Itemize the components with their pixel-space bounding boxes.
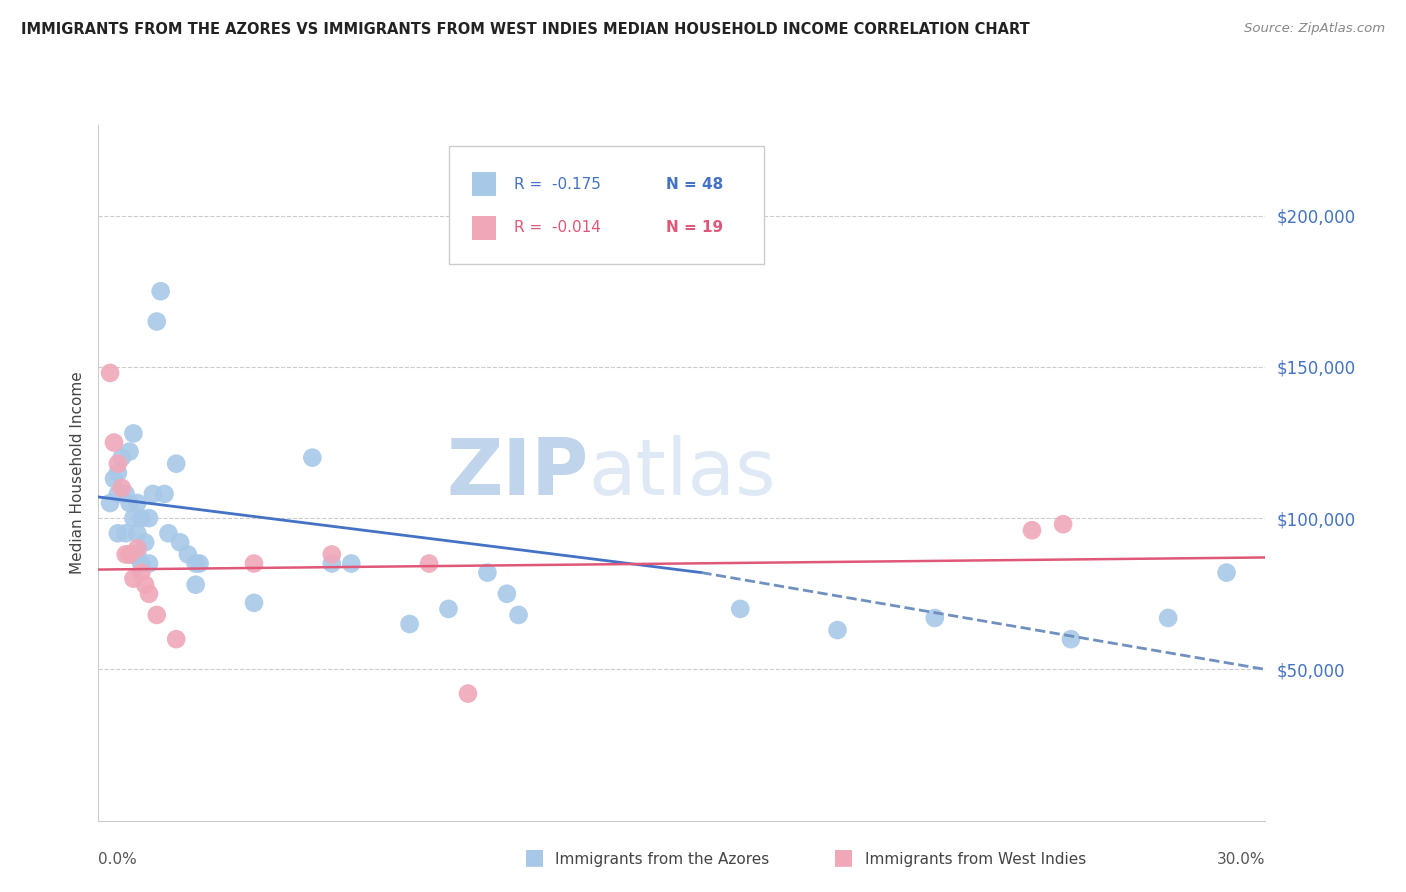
Point [477, 566, 499, 580]
Point [114, 548, 136, 562]
FancyBboxPatch shape [449, 145, 763, 264]
Text: R =  -0.175: R = -0.175 [513, 177, 600, 192]
Point [398, 617, 420, 632]
Point [134, 577, 156, 591]
Text: R =  -0.014: R = -0.014 [513, 220, 600, 235]
Point [122, 572, 145, 586]
Point [177, 548, 200, 562]
FancyBboxPatch shape [472, 216, 496, 240]
Point [142, 487, 165, 501]
Point [149, 285, 172, 299]
Point [98, 496, 121, 510]
Text: 0.0%: 0.0% [98, 852, 138, 867]
Point [111, 450, 134, 465]
Point [1021, 523, 1043, 537]
Point [321, 557, 343, 571]
Point [118, 496, 141, 510]
Point [418, 557, 440, 571]
Point [114, 487, 136, 501]
Text: IMMIGRANTS FROM THE AZORES VS IMMIGRANTS FROM WEST INDIES MEDIAN HOUSEHOLD INCOM: IMMIGRANTS FROM THE AZORES VS IMMIGRANTS… [21, 22, 1029, 37]
Point [129, 557, 152, 571]
Point [457, 687, 479, 701]
Point [122, 548, 145, 562]
Point [924, 611, 946, 625]
Text: ■: ■ [524, 847, 544, 867]
Point [118, 444, 141, 458]
Point [127, 526, 149, 541]
Point [153, 487, 176, 501]
Point [107, 526, 129, 541]
Point [118, 548, 141, 562]
Point [138, 511, 160, 525]
Point [301, 450, 323, 465]
Point [169, 535, 191, 549]
Point [107, 457, 129, 471]
Point [122, 426, 145, 441]
Point [1157, 611, 1180, 625]
Point [127, 548, 149, 562]
Point [107, 487, 129, 501]
Text: N = 19: N = 19 [665, 220, 723, 235]
Point [107, 466, 129, 480]
Point [1215, 566, 1237, 580]
Point [437, 602, 460, 616]
Point [340, 557, 363, 571]
Point [98, 366, 121, 380]
Text: 30.0%: 30.0% [1218, 852, 1265, 867]
Point [103, 435, 125, 450]
Text: Source: ZipAtlas.com: Source: ZipAtlas.com [1244, 22, 1385, 36]
Point [1052, 517, 1074, 532]
Point [118, 548, 141, 562]
Point [122, 511, 145, 525]
Point [1060, 632, 1083, 647]
Point [146, 314, 169, 328]
Point [114, 526, 136, 541]
Point [827, 623, 849, 637]
Point [111, 481, 134, 495]
Point [184, 577, 207, 591]
Point [165, 632, 187, 647]
Text: Immigrants from West Indies: Immigrants from West Indies [865, 852, 1085, 867]
Y-axis label: Median Household Income: Median Household Income [69, 371, 84, 574]
Point [730, 602, 752, 616]
Point [129, 566, 152, 580]
Point [127, 541, 149, 556]
Point [188, 557, 211, 571]
Point [165, 457, 187, 471]
Point [157, 526, 180, 541]
Point [138, 587, 160, 601]
Point [184, 557, 207, 571]
Point [138, 557, 160, 571]
Point [103, 472, 125, 486]
FancyBboxPatch shape [472, 172, 496, 196]
Point [146, 607, 169, 622]
Point [129, 511, 152, 525]
Point [134, 535, 156, 549]
Point [127, 496, 149, 510]
Text: N = 48: N = 48 [665, 177, 723, 192]
Point [243, 596, 266, 610]
Point [321, 548, 343, 562]
Point [508, 607, 530, 622]
Text: atlas: atlas [589, 434, 776, 511]
Point [243, 557, 266, 571]
Point [495, 587, 517, 601]
Text: ZIP: ZIP [446, 434, 589, 511]
Text: ■: ■ [834, 847, 853, 867]
Text: Immigrants from the Azores: Immigrants from the Azores [555, 852, 769, 867]
